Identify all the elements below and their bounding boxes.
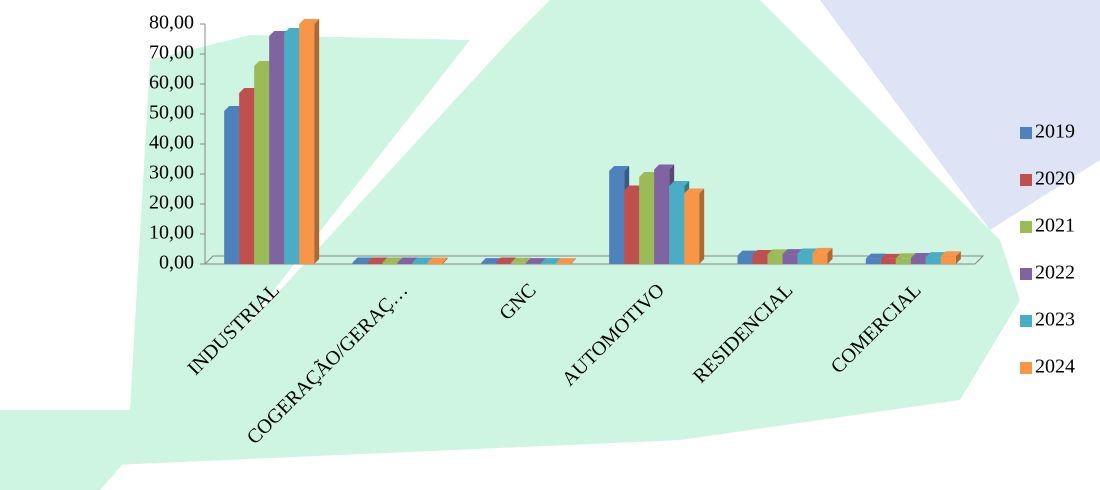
bar-top xyxy=(427,257,448,263)
bar-top xyxy=(480,258,501,264)
legend-swatch xyxy=(1020,127,1032,139)
bar xyxy=(540,263,556,264)
legend-label: 2019 xyxy=(1035,121,1075,143)
bar xyxy=(367,262,383,264)
legend-swatch xyxy=(1020,268,1032,280)
bar xyxy=(782,254,798,264)
bar-top xyxy=(540,258,561,264)
legend-label: 2020 xyxy=(1035,168,1075,190)
bar xyxy=(684,193,700,264)
bar xyxy=(254,66,270,264)
bar-top xyxy=(880,253,901,259)
bar xyxy=(525,263,541,264)
bar xyxy=(865,258,881,264)
bar-top xyxy=(782,249,803,255)
bar xyxy=(609,171,625,264)
bar-top xyxy=(397,257,418,263)
bar xyxy=(299,24,315,264)
y-tick-label: 80,00 xyxy=(149,12,194,34)
bar xyxy=(224,111,240,264)
bar-side xyxy=(314,19,320,264)
bar xyxy=(427,262,443,264)
bar-top xyxy=(925,252,946,258)
bar-side xyxy=(955,251,961,264)
bar xyxy=(925,257,941,264)
bar-top xyxy=(367,257,388,263)
y-tick-label: 60,00 xyxy=(149,72,194,94)
bar-top xyxy=(737,250,758,256)
bar-top xyxy=(752,250,773,255)
bar-top xyxy=(865,253,886,259)
bar-top xyxy=(299,19,320,24)
y-tick-label: 50,00 xyxy=(149,102,194,124)
bar xyxy=(352,262,368,264)
bar-side xyxy=(699,188,705,264)
background-shape xyxy=(820,0,1100,230)
bar xyxy=(555,263,571,264)
y-tick-label: 10,00 xyxy=(149,222,194,244)
bar-top xyxy=(495,257,516,263)
bar xyxy=(480,263,496,264)
y-tick-label: 70,00 xyxy=(149,42,194,64)
y-tick-label: 40,00 xyxy=(149,132,194,154)
bar-side xyxy=(827,247,833,264)
bar-top xyxy=(767,249,788,255)
bar-top xyxy=(239,88,260,93)
bar-top xyxy=(352,257,373,263)
bar-top xyxy=(910,253,931,258)
bar-top xyxy=(555,258,576,264)
bar xyxy=(895,258,911,264)
bar xyxy=(382,262,398,264)
bar-top xyxy=(669,181,690,186)
background-shape xyxy=(0,410,170,490)
legend-swatch xyxy=(1020,174,1032,186)
bar-side xyxy=(570,258,576,264)
bar xyxy=(767,254,783,264)
legend-swatch xyxy=(1020,221,1032,233)
legend-label: 2023 xyxy=(1035,309,1075,331)
bar xyxy=(880,258,896,264)
bar xyxy=(269,36,285,264)
bar-top xyxy=(510,257,531,263)
legend-swatch xyxy=(1020,362,1032,374)
bar xyxy=(639,177,655,264)
bar xyxy=(669,186,685,264)
y-tick-label: 0,00 xyxy=(159,252,194,274)
bar xyxy=(737,255,753,264)
bar xyxy=(510,262,526,264)
bar-top xyxy=(940,251,961,257)
y-tick-label: 20,00 xyxy=(149,192,194,214)
bar xyxy=(284,33,300,264)
legend-swatch xyxy=(1020,315,1032,327)
bar-side xyxy=(442,257,448,264)
bar-top xyxy=(412,257,433,263)
bar-top xyxy=(797,248,818,254)
y-tick-label: 30,00 xyxy=(149,162,194,184)
bar xyxy=(654,169,670,264)
bar xyxy=(412,262,428,264)
bar xyxy=(239,93,255,264)
bar xyxy=(495,262,511,264)
bar xyxy=(797,253,813,264)
legend-label: 2021 xyxy=(1035,215,1075,237)
floor xyxy=(203,255,985,265)
bar xyxy=(812,252,828,264)
bar-top xyxy=(525,258,546,264)
bar-top xyxy=(895,253,916,259)
bar-top xyxy=(812,247,833,253)
bar xyxy=(624,190,640,264)
legend-label: 2022 xyxy=(1035,262,1075,284)
legend-label: 2024 xyxy=(1035,356,1075,378)
bar-top xyxy=(609,166,630,171)
bar xyxy=(752,255,768,264)
background-shape xyxy=(0,0,1020,470)
bar-top xyxy=(684,188,705,194)
bar-top xyxy=(654,164,675,170)
bar-top xyxy=(382,257,403,263)
bar xyxy=(397,262,413,264)
bar xyxy=(940,256,956,264)
bar xyxy=(910,258,926,264)
